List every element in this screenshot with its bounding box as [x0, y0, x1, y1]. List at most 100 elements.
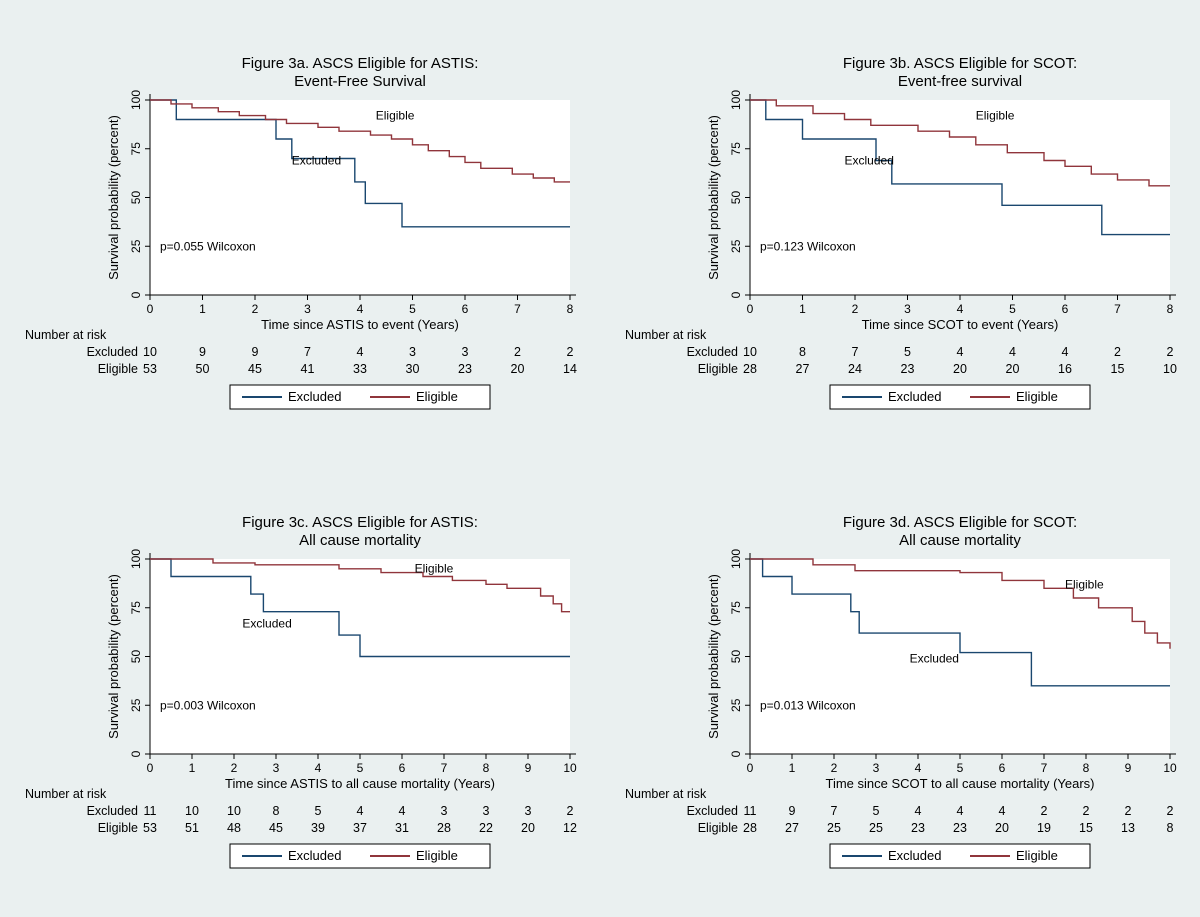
risk-row-excluded-value: 4	[915, 804, 922, 818]
risk-row-eligible-value: 20	[995, 821, 1009, 835]
y-axis-label: Survival probability (percent)	[706, 574, 721, 739]
risk-row-eligible-value: 23	[458, 362, 472, 376]
y-axis-label: Survival probability (percent)	[106, 574, 121, 739]
risk-row-eligible-value: 50	[196, 362, 210, 376]
xtick-label: 0	[747, 302, 754, 316]
panel-d: 0255075100012345678910ExcludedEligiblep=…	[600, 459, 1200, 917]
risk-row-excluded-value: 5	[904, 345, 911, 359]
xtick-label: 3	[304, 302, 311, 316]
xtick-label: 8	[1167, 302, 1174, 316]
risk-row-excluded-value: 2	[1167, 345, 1174, 359]
risk-row-excluded-value: 4	[357, 345, 364, 359]
ytick-label: 75	[729, 600, 743, 614]
x-axis-label: Time since SCOT to all cause mortality (…	[826, 776, 1095, 791]
risk-row-excluded-value: 4	[999, 804, 1006, 818]
panel-title-line2: Event-Free Survival	[294, 73, 426, 90]
risk-row-eligible-value: 15	[1079, 821, 1093, 835]
ytick-label: 50	[729, 649, 743, 663]
risk-row-excluded-value: 3	[441, 804, 448, 818]
risk-row-eligible-value: 20	[1006, 362, 1020, 376]
pvalue-text: p=0.013 Wilcoxon	[760, 698, 856, 712]
ytick-label: 100	[729, 548, 743, 568]
excluded-annot: Excluded	[292, 153, 341, 167]
ytick-label: 50	[129, 191, 143, 205]
risk-row-excluded-value: 5	[315, 804, 322, 818]
risk-row-eligible-value: 20	[511, 362, 525, 376]
y-axis-label: Survival probability (percent)	[106, 115, 121, 280]
risk-row-eligible-value: 10	[1163, 362, 1177, 376]
panel-title-line2: All cause mortality	[899, 532, 1021, 549]
risk-row-eligible-value: 45	[248, 362, 262, 376]
risk-row-eligible-value: 12	[563, 821, 577, 835]
xtick-label: 1	[789, 761, 796, 775]
risk-row-excluded-value: 2	[1041, 804, 1048, 818]
xtick-label: 0	[147, 761, 154, 775]
xtick-label: 9	[1125, 761, 1132, 775]
risk-row-excluded-value: 2	[514, 345, 521, 359]
excluded-annot: Excluded	[845, 153, 894, 167]
xtick-label: 8	[1083, 761, 1090, 775]
xtick-label: 3	[873, 761, 880, 775]
ytick-label: 25	[129, 698, 143, 712]
ytick-label: 25	[129, 239, 143, 253]
legend-excluded-label: Excluded	[888, 848, 941, 863]
legend-eligible-label: Eligible	[416, 389, 458, 404]
risk-row-excluded-value: 11	[144, 804, 157, 818]
risk-row-eligible-value: 53	[143, 821, 157, 835]
risk-row-eligible-value: 19	[1037, 821, 1051, 835]
xtick-label: 2	[831, 761, 838, 775]
legend-eligible-label: Eligible	[1016, 848, 1058, 863]
risk-row-eligible-value: 28	[743, 362, 757, 376]
ytick-label: 75	[129, 600, 143, 614]
xtick-label: 1	[199, 302, 206, 316]
number-at-risk-heading: Number at risk	[25, 787, 107, 801]
pvalue-text: p=0.123 Wilcoxon	[760, 239, 856, 253]
panel-title-line1: Figure 3b. ASCS Eligible for SCOT:	[843, 55, 1077, 72]
panel-a: 0255075100012345678ExcludedEligiblep=0.0…	[0, 0, 600, 459]
x-axis-label: Time since ASTIS to all cause mortality …	[225, 776, 495, 791]
xtick-label: 6	[462, 302, 469, 316]
xtick-label: 3	[904, 302, 911, 316]
risk-row-eligible-value: 8	[1167, 821, 1174, 835]
risk-row-eligible-value: 33	[353, 362, 367, 376]
risk-row-eligible-value: 23	[901, 362, 915, 376]
risk-row-eligible-value: 25	[827, 821, 841, 835]
risk-row-excluded-value: 8	[273, 804, 280, 818]
risk-row-excluded-value: 8	[799, 345, 806, 359]
risk-row-excluded-value: 4	[957, 804, 964, 818]
figure-container: 0255075100012345678ExcludedEligiblep=0.0…	[0, 0, 1200, 917]
plot-svg: 0255075100012345678910ExcludedEligiblep=…	[0, 459, 600, 917]
risk-row-excluded-value: 10	[185, 804, 199, 818]
ytick-label: 100	[129, 548, 143, 568]
risk-row-eligible-label: Eligible	[698, 821, 738, 835]
eligible-annot: Eligible	[376, 109, 415, 123]
xtick-label: 9	[525, 761, 532, 775]
xtick-label: 6	[399, 761, 406, 775]
xtick-label: 7	[1114, 302, 1121, 316]
panel-title-line2: All cause mortality	[299, 532, 421, 549]
xtick-label: 4	[957, 302, 964, 316]
panel-b: 0255075100012345678ExcludedEligiblep=0.1…	[600, 0, 1200, 459]
risk-row-eligible-value: 45	[269, 821, 283, 835]
xtick-label: 2	[252, 302, 259, 316]
plot-svg: 0255075100012345678ExcludedEligiblep=0.0…	[0, 0, 600, 459]
risk-row-eligible-value: 23	[911, 821, 925, 835]
plot-svg: 0255075100012345678910ExcludedEligiblep=…	[600, 459, 1200, 917]
xtick-label: 1	[799, 302, 806, 316]
risk-row-excluded-value: 7	[831, 804, 838, 818]
risk-row-excluded-value: 3	[525, 804, 532, 818]
panel-title-line1: Figure 3a. ASCS Eligible for ASTIS:	[242, 55, 479, 72]
legend-eligible-label: Eligible	[1016, 389, 1058, 404]
excluded-annot: Excluded	[242, 616, 291, 630]
ytick-label: 0	[129, 291, 143, 298]
ytick-label: 100	[729, 90, 743, 110]
legend-eligible-label: Eligible	[416, 848, 458, 863]
xtick-label: 10	[1163, 761, 1177, 775]
eligible-annot: Eligible	[976, 109, 1015, 123]
ytick-label: 25	[729, 239, 743, 253]
risk-row-eligible-value: 48	[227, 821, 241, 835]
risk-row-excluded-value: 7	[304, 345, 311, 359]
ytick-label: 50	[729, 191, 743, 205]
risk-row-eligible-label: Eligible	[698, 362, 738, 376]
x-axis-label: Time since SCOT to event (Years)	[862, 317, 1059, 332]
